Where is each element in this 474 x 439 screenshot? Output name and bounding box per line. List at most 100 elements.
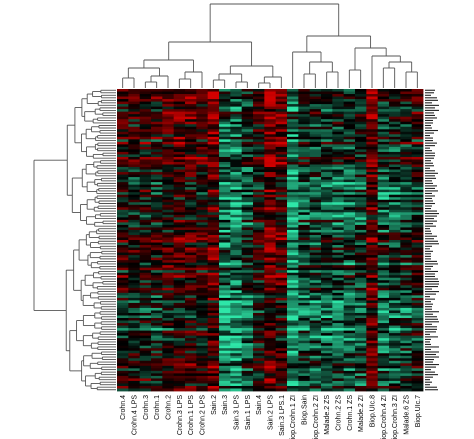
heatmap-cell [411,307,424,311]
heatmap-cell [264,89,277,92]
heatmap-cell [309,323,322,326]
heatmap-cell [128,335,141,339]
heatmap-cell [377,292,390,296]
heatmap-cell [219,375,231,379]
heatmap-cell [219,333,231,337]
heatmap-cell [287,121,299,125]
heatmap-cell [151,388,163,392]
heatmap-cell [196,111,209,115]
heatmap-cell [253,149,265,153]
heatmap-cell [185,204,197,208]
heatmap-cell [309,290,322,294]
heatmap-cell [355,365,367,369]
heatmap-cell [332,295,345,299]
heatmap-cell [207,277,220,281]
heatmap-cell [309,154,322,158]
heatmap-cell [287,204,299,208]
heatmap-cell [185,252,197,256]
heatmap-cell [366,285,379,289]
heatmap-cell [332,262,345,266]
heatmap-cell [173,257,186,261]
heatmap-cell [332,224,345,228]
heatmap-cell [185,149,197,153]
heatmap-cell [411,134,424,138]
heatmap-cell [275,333,288,337]
heatmap-cell [389,109,401,113]
heatmap-cell [139,368,152,372]
heatmap-cell [411,232,424,236]
heatmap-cell [411,370,424,374]
heatmap-cell [128,312,141,316]
heatmap-cell [298,345,311,349]
heatmap-cell [230,320,243,324]
heatmap-cell [264,204,277,208]
heatmap-cell [309,250,322,253]
heatmap-cell [343,219,356,223]
heatmap-cell [411,222,424,226]
heatmap-cell [275,114,288,118]
heatmap-cell [162,310,175,314]
heatmap-cell [400,250,413,253]
heatmap-cell [117,383,129,387]
heatmap-cell [411,242,424,246]
heatmap-cell [196,146,209,150]
heatmap-cell [162,325,175,329]
heatmap-cell [139,96,152,100]
heatmap-cell [230,247,243,251]
heatmap-cell [162,119,175,123]
heatmap-cell [287,146,299,150]
heatmap-cell [139,192,152,196]
heatmap-cell [253,285,265,289]
heatmap-cell [389,285,401,289]
heatmap-cell [377,164,390,168]
heatmap-cell [332,209,345,213]
heatmap-cell [355,229,367,233]
heatmap-cell [366,187,379,191]
heatmap-cell [151,340,163,344]
heatmap-cell [162,250,175,253]
heatmap-cell [377,290,390,294]
heatmap-cell [139,172,152,175]
heatmap-cell [219,350,231,354]
heatmap-cell [241,192,254,196]
heatmap-cell [241,167,254,170]
heatmap-cell [321,360,333,364]
heatmap-cell [196,363,209,367]
heatmap-cell [321,307,333,311]
heatmap-cell [377,345,390,349]
heatmap-cell [377,154,390,158]
heatmap-cell [355,189,367,193]
heatmap-cell [253,197,265,201]
heatmap-cell [162,378,175,382]
heatmap-cell [241,265,254,269]
heatmap-cell [128,237,141,241]
heatmap-cell [343,149,356,153]
heatmap-cell [117,328,129,331]
heatmap-cell [139,365,152,369]
heatmap-cell [321,159,333,163]
heatmap-cell [162,300,175,304]
heatmap-cell [253,227,265,231]
heatmap-cell [139,328,152,331]
heatmap-cell [366,350,379,354]
heatmap-cell [185,159,197,163]
heatmap-cell [128,375,141,379]
heatmap-cell [253,212,265,216]
heatmap-cell [253,131,265,135]
heatmap-cell [207,272,220,276]
heatmap-cell [241,91,254,95]
heatmap-cell [207,250,220,253]
heatmap-cell [173,184,186,188]
heatmap-cell [162,265,175,269]
heatmap-cell [343,179,356,183]
heatmap-cell [253,245,265,248]
heatmap-cell [219,290,231,294]
heatmap-cell [117,224,129,228]
heatmap-cell [355,305,367,309]
heatmap-cell [275,174,288,178]
heatmap-cell [366,192,379,196]
heatmap-cell [207,222,220,226]
heatmap-cell [343,260,356,264]
heatmap-cell [128,340,141,344]
heatmap-cell [219,252,231,256]
